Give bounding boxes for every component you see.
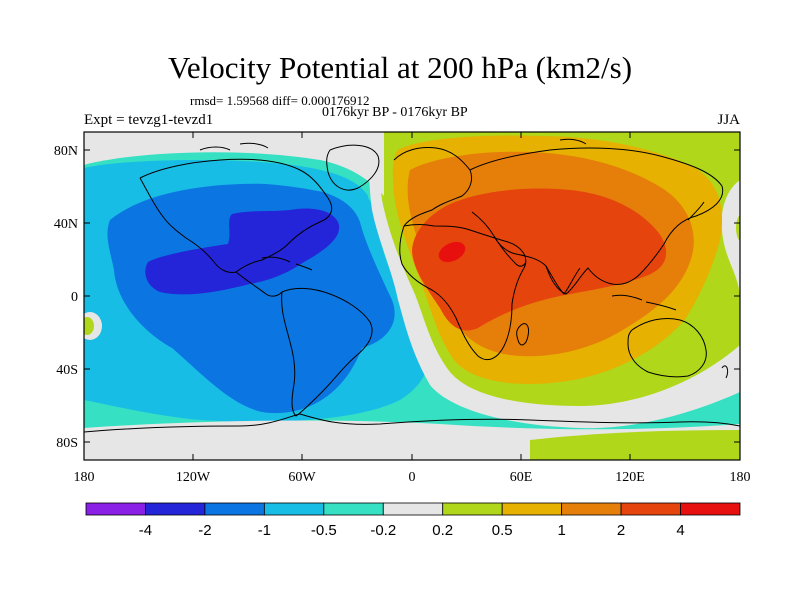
colorbar-swatch	[323, 502, 384, 516]
plot-title: Velocity Potential at 200 hPa (km2/s)	[167, 50, 633, 85]
coastline-antarctica	[84, 413, 740, 433]
colorbar-label: 4	[676, 522, 684, 539]
colorbar-swatch	[263, 502, 325, 516]
coastline-north-america	[139, 158, 333, 273]
coastline-japan	[687, 201, 705, 221]
field-edge-positive-east	[726, 206, 740, 250]
lon-label: 120W	[176, 470, 211, 485]
map-panel	[84, 132, 740, 460]
lon-label: 180	[730, 470, 751, 485]
coastline-south-america	[281, 287, 373, 417]
field-max-positive	[438, 241, 466, 263]
lat-ticks	[84, 149, 740, 443]
coastlines	[84, 138, 740, 433]
lon-label: 0	[409, 470, 416, 485]
colorbar-swatch	[501, 502, 563, 516]
colorbar-label: -0.2	[370, 522, 396, 539]
field-edge-positive-west-inner	[84, 317, 94, 335]
lon-label: 180	[74, 470, 95, 485]
coastline-madagascar	[516, 323, 529, 346]
coastline-australia	[627, 317, 707, 378]
season-label: JJA	[717, 112, 740, 128]
colorbar-label: -4	[139, 522, 152, 539]
colorbar-swatch	[204, 502, 265, 516]
colorbar-label: -2	[198, 522, 211, 539]
colorbar-swatch	[382, 502, 444, 516]
period-text: 0176kyr BP - 0176kyr BP	[322, 105, 468, 120]
colorbar-label: -1	[258, 522, 271, 539]
coastline-caribbean	[261, 256, 313, 271]
lon-label: 120E	[615, 470, 645, 485]
colorbar: -4 -2 -1 -0.5 -0.2 0.2 0.5 1 2 4	[85, 502, 741, 539]
lat-label: 40S	[56, 363, 78, 378]
colorbar-label: 1	[557, 522, 565, 539]
field-edge-positive-east-inner	[736, 214, 740, 242]
colorbar-swatch	[442, 502, 503, 516]
colorbar-swatch	[561, 502, 622, 516]
colorbar-label: -0.5	[311, 522, 337, 539]
lon-label: 60W	[288, 470, 316, 485]
coastline-indonesia	[611, 294, 677, 311]
lon-ticks	[192, 132, 631, 460]
coastline-greenland	[326, 144, 380, 191]
lat-label: 40N	[54, 217, 78, 232]
colorbar-label: 2	[617, 522, 625, 539]
lat-label: 80S	[56, 436, 78, 451]
coastline-arabia	[493, 235, 527, 267]
field-very-positive	[412, 188, 667, 331]
coastline-africa	[399, 224, 527, 361]
colorbar-swatch	[680, 502, 741, 516]
coastline-india	[545, 265, 581, 295]
field-very-negative	[145, 208, 340, 295]
field-arctic-neutral	[84, 132, 384, 196]
lat-label: 80N	[54, 144, 78, 159]
stats-text: rmsd= 1.59568 diff= 0.000176912	[190, 93, 370, 108]
coastline-central-america	[235, 271, 283, 297]
colorbar-swatch	[85, 502, 146, 516]
colorbar-swatch	[620, 502, 681, 516]
coastline-europe	[393, 147, 473, 227]
colorbar-label: 0.2	[432, 522, 453, 539]
colorbar-swatch	[145, 502, 206, 516]
lat-label: 0	[71, 290, 78, 305]
coastline-asia	[469, 147, 724, 295]
colorbar-label: 0.5	[492, 522, 513, 539]
lon-label: 60E	[510, 470, 533, 485]
coastline-arctic-islands	[199, 138, 587, 151]
coastline-new-zealand	[721, 365, 729, 379]
experiment-label: Expt = tevzg1-tevzd1	[84, 112, 214, 128]
field-antarctic-weak-positive	[530, 430, 740, 460]
